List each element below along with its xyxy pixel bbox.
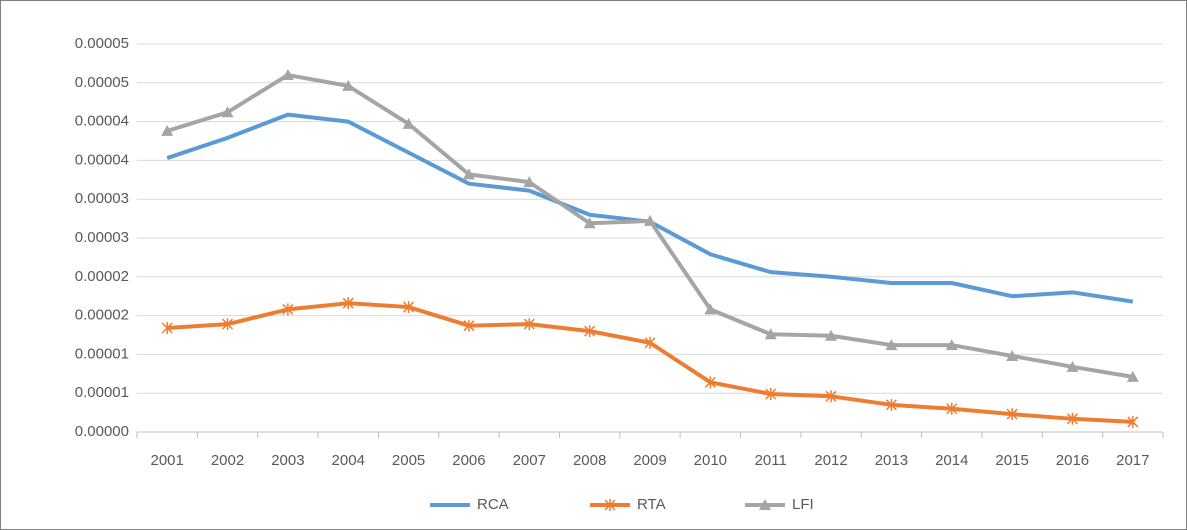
series-marker	[342, 297, 354, 310]
series-marker	[221, 318, 234, 331]
y-tick-label: 0.00004	[75, 113, 129, 130]
series-marker	[342, 79, 355, 91]
series-marker	[1127, 415, 1139, 428]
series-marker	[946, 402, 958, 415]
series-marker	[1006, 408, 1018, 421]
x-tick-label: 2011	[755, 452, 787, 469]
series-marker	[704, 376, 716, 389]
series-marker	[161, 124, 174, 136]
x-tick-label: 2001	[150, 452, 183, 469]
legend-marker	[759, 499, 771, 510]
x-tick-label: 2016	[1056, 452, 1089, 469]
series-marker	[885, 398, 897, 411]
series-marker	[1006, 349, 1019, 361]
series-marker	[885, 339, 898, 351]
series-marker	[765, 387, 777, 400]
series-marker	[764, 328, 777, 340]
x-tick-label: 2005	[392, 452, 425, 469]
legend-label: RCA	[477, 496, 509, 513]
series-marker	[583, 217, 596, 229]
series-marker	[644, 336, 656, 349]
x-tick-label: 2007	[513, 452, 546, 469]
y-tick-label: 0.00002	[75, 268, 129, 285]
x-tick-label: 2002	[211, 452, 244, 469]
x-tick-label: 2008	[573, 452, 606, 469]
y-tick-label: 0.00000	[75, 423, 129, 440]
y-tick-label: 0.00005	[75, 35, 129, 52]
y-tick-label: 0.00005	[75, 74, 129, 91]
series-marker	[1066, 412, 1079, 425]
series-marker	[221, 106, 234, 118]
series-marker	[463, 319, 475, 332]
series-marker	[523, 176, 536, 188]
y-tick-label: 0.00003	[75, 229, 129, 246]
legend-label: RTA	[637, 496, 666, 513]
x-tick-label: 2009	[633, 452, 666, 469]
x-tick-label: 2017	[1116, 452, 1149, 469]
x-tick-label: 2012	[814, 452, 847, 469]
series-marker	[1126, 370, 1139, 382]
y-tick-label: 0.00001	[75, 345, 129, 362]
series-marker	[704, 303, 717, 315]
x-tick-label: 2014	[935, 452, 968, 469]
series-marker	[462, 168, 475, 180]
x-tick-label: 2004	[332, 452, 365, 469]
x-tick-label: 2010	[694, 452, 727, 469]
series-marker	[644, 214, 656, 226]
y-tick-label: 0.00004	[75, 151, 129, 168]
x-tick-label: 2003	[271, 452, 304, 469]
y-tick-label: 0.00003	[75, 190, 129, 207]
series-marker	[584, 325, 596, 338]
series-marker	[161, 322, 173, 335]
y-tick-label: 0.00002	[75, 307, 129, 324]
series-marker	[523, 318, 535, 331]
series-marker	[403, 301, 415, 314]
x-tick-label: 2006	[452, 452, 485, 469]
series-marker	[1066, 360, 1079, 372]
series-marker	[825, 390, 837, 403]
x-tick-label: 2013	[875, 452, 908, 469]
y-tick-label: 0.00001	[75, 384, 129, 401]
series-marker	[281, 69, 294, 81]
series-marker	[282, 303, 294, 316]
series-marker	[402, 117, 415, 129]
x-tick-label: 2015	[995, 452, 1028, 469]
legend-marker	[604, 499, 616, 511]
series-marker	[825, 329, 838, 341]
series-marker	[945, 339, 958, 351]
legend-label: LFI	[792, 496, 814, 513]
